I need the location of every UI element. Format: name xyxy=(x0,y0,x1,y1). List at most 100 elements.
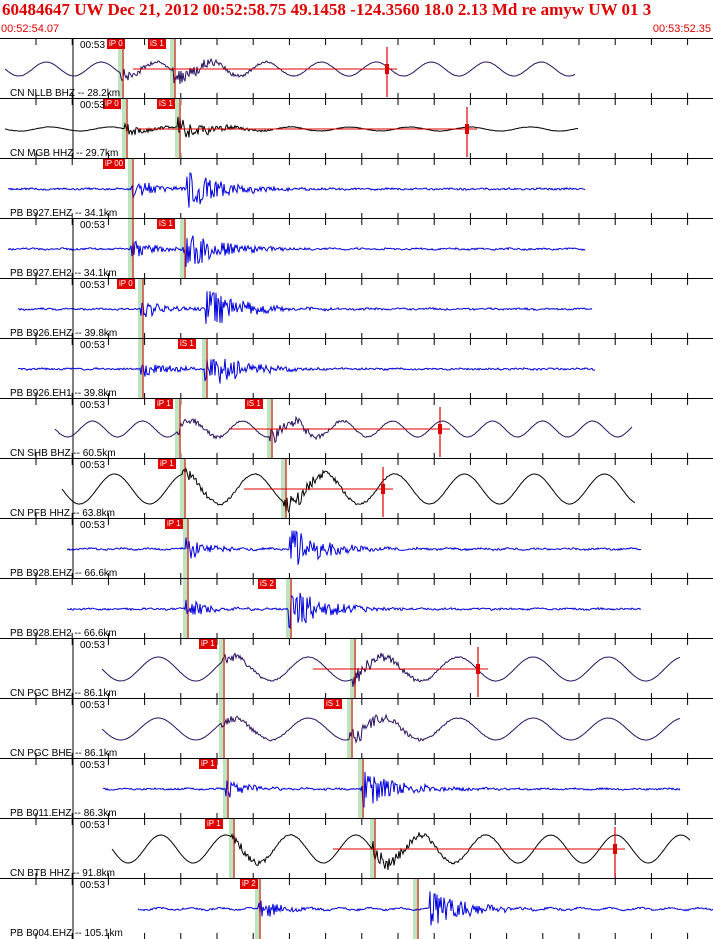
station-label: CN PFB HHZ -- 63.8km xyxy=(10,508,116,519)
waveform-trace xyxy=(66,592,642,629)
panel-time-label: 00:53 xyxy=(80,700,106,711)
waveform-trace xyxy=(4,116,579,138)
event-header: 60484647 UW Dec 21, 2012 00:52:58.75 49.… xyxy=(0,0,713,38)
time-end: 00:53:52.35 xyxy=(652,23,711,35)
seismogram-panel[interactable]: iP 1 00:53 CN PGC BHZ -- 86.1km xyxy=(0,638,713,699)
pick-window xyxy=(219,699,225,759)
station-label: PB B926.EH1 -- 39.8km xyxy=(10,388,117,399)
coda-tick xyxy=(465,124,469,134)
panel-time-label: 00:53 xyxy=(80,880,106,891)
pick-label[interactable]: iS 1 xyxy=(324,699,342,709)
station-label: PB B004.EHZ -- 105.1km xyxy=(10,928,123,939)
pick-window xyxy=(122,99,128,159)
panel-time-label: 00:53 xyxy=(80,460,106,471)
waveform-trace xyxy=(66,530,642,565)
panel-time-label: 00:53 xyxy=(80,760,106,771)
coda-tick xyxy=(381,484,385,494)
station-label: CN MGB HHZ -- 29.7km xyxy=(10,148,119,159)
pick-window xyxy=(138,339,144,399)
station-label: PB B927.EHZ -- 34.1km xyxy=(10,208,118,219)
pick-window xyxy=(183,519,189,579)
waveform-trace xyxy=(111,832,691,871)
coda-tick xyxy=(438,424,442,434)
seismogram-panel[interactable]: iP 00 PB B927.EHZ -- 34.1km xyxy=(0,158,713,219)
trace-canvas xyxy=(35,879,713,939)
coda-tick xyxy=(613,844,617,854)
pick-label[interactable]: iS 2 xyxy=(258,579,276,589)
seismogram-panel[interactable]: iP 1 iS 1 00:53 CN SHB BHZ -- 60.5km xyxy=(0,398,713,459)
station-label: CN BTB HHZ -- 91.8km xyxy=(10,868,116,879)
seismogram-panel[interactable]: iS 2 PB B928.EH2 -- 66.6km xyxy=(0,578,713,639)
waveform-trace xyxy=(101,713,681,744)
pick-label[interactable]: iP 1 xyxy=(199,639,217,649)
panel-time-label: 00:53 xyxy=(80,280,106,291)
pick-label[interactable]: iP 0 xyxy=(107,39,125,49)
seismogram-panel[interactable]: iS 1 00:53 PB B927.EH2 -- 34.1km xyxy=(0,218,713,279)
trace-canvas xyxy=(4,39,689,99)
pick-label[interactable]: iS 1 xyxy=(178,339,196,349)
pick-window xyxy=(255,879,261,939)
seismogram-panels: iP 0 iS 1 00:53 CN NLLB BHZ -- 28.2km iP 0 iS… xyxy=(0,38,713,939)
trace-canvas xyxy=(35,759,689,819)
seismogram-panel[interactable]: iP 0 iS 1 00:53 CN MGB HHZ -- 29.7km xyxy=(0,98,713,159)
pick-label[interactable]: iP 1 xyxy=(165,519,183,529)
pick-window xyxy=(286,579,292,639)
waveform-trace xyxy=(17,291,593,324)
pick-label[interactable]: iS 1 xyxy=(157,99,175,109)
pick-label[interactable]: iP 00 xyxy=(103,159,126,169)
pick-window xyxy=(229,819,235,879)
time-start: 00:52:54.07 xyxy=(1,23,60,35)
pick-window xyxy=(180,459,186,519)
seismogram-panel[interactable]: iP 2 00:53 PB B004.EHZ -- 105.1km xyxy=(0,878,713,939)
station-label: CN SHB BHZ -- 60.5km xyxy=(10,448,116,459)
station-label: PB B928.EHZ -- 66.6km xyxy=(10,568,118,579)
coda-tick xyxy=(385,64,389,74)
station-label: PB B928.EH2 -- 66.6km xyxy=(10,628,117,639)
panel-time-label: 00:53 xyxy=(80,400,106,411)
waveform-trace xyxy=(102,771,681,809)
waveform-trace xyxy=(4,57,576,84)
station-label: PB B926.EHZ -- 39.8km xyxy=(10,328,118,339)
pick-window xyxy=(175,399,181,459)
pick-label[interactable]: iP 1 xyxy=(199,759,217,769)
panel-time-label: 00:53 xyxy=(80,820,106,831)
station-label: CN PGC BHE -- 86.1km xyxy=(10,748,118,759)
pick-label[interactable]: iP 1 xyxy=(205,819,223,829)
waveform-trace xyxy=(54,415,633,444)
waveform-trace xyxy=(17,358,596,384)
pick-label[interactable]: iP 1 xyxy=(158,459,176,469)
pick-label[interactable]: iP 1 xyxy=(155,399,173,409)
panel-time-label: 00:53 xyxy=(80,220,106,231)
pick-label[interactable]: iS 1 xyxy=(148,39,166,49)
pick-window xyxy=(128,159,134,219)
pick-label[interactable]: iP 0 xyxy=(117,279,135,289)
seismogram-panel[interactable]: iP 1 00:53 CN BTB HHZ -- 91.8km xyxy=(0,818,713,879)
panel-time-label: 00:53 xyxy=(80,640,106,651)
station-label: PB B927.EH2 -- 34.1km xyxy=(10,268,117,279)
waveform-trace xyxy=(101,652,681,687)
pick-window xyxy=(183,579,189,639)
seismogram-panel[interactable]: iP 1 00:53 PB B011.EHZ -- 86.3km xyxy=(0,758,713,819)
station-label: PB B011.EHZ -- 86.3km xyxy=(10,808,117,819)
seismogram-panel[interactable]: iP 0 00:53 PB B926.EHZ -- 39.8km xyxy=(0,278,713,339)
seismogram-panel[interactable]: iS 1 00:53 PB B926.EH1 -- 39.8km xyxy=(0,338,713,399)
seismogram-panel[interactable]: iS 1 00:53 CN PGC BHE -- 86.1km xyxy=(0,698,713,759)
seismogram-panel[interactable]: iP 0 iS 1 00:53 CN NLLB BHZ -- 28.2km xyxy=(0,38,713,99)
waveform-trace xyxy=(61,467,636,515)
pick-window xyxy=(347,699,353,759)
trace-canvas xyxy=(35,699,689,759)
panel-time-label: 00:53 xyxy=(80,40,106,51)
pick-window xyxy=(138,279,144,339)
pick-label[interactable]: iS 1 xyxy=(157,219,175,229)
trace-canvas xyxy=(35,819,691,879)
pick-label[interactable]: iP 0 xyxy=(103,99,121,109)
pick-label[interactable]: iS 1 xyxy=(245,399,263,409)
seismogram-panel[interactable]: iP 1 00:53 CN PFB HHZ -- 63.8km xyxy=(0,458,713,519)
trace-canvas xyxy=(35,459,689,519)
seismogram-panel[interactable]: iP 1 00:53 PB B928.EHZ -- 66.6km xyxy=(0,518,713,579)
station-label: CN PGC BHZ -- 86.1km xyxy=(10,688,117,699)
waveform-trace xyxy=(7,172,586,208)
pick-label[interactable]: iP 2 xyxy=(240,879,258,889)
pick-window xyxy=(219,639,225,699)
panel-time-label: 00:53 xyxy=(80,340,106,351)
